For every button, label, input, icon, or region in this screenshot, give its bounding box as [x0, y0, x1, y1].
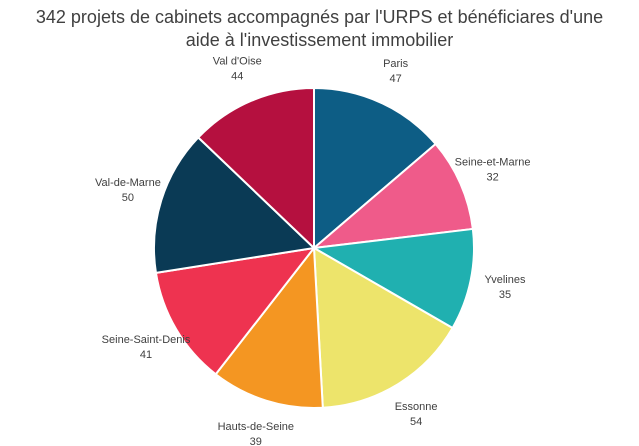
slice-label-paris: Paris: [383, 58, 409, 70]
slice-value-yvelines: 35: [499, 289, 511, 301]
chart-title: 342 projets de cabinets accompagnés par …: [0, 6, 639, 52]
slice-label-essonne: Essonne: [395, 401, 438, 413]
pie-slices: [153, 87, 475, 409]
pie-slice-val-d-oise: [197, 87, 315, 249]
chart-title-line-2: aide à l'investissement immobilier: [185, 30, 454, 50]
pie-slice-paris: [313, 87, 437, 249]
pie-slice-val-de-marne: [153, 136, 315, 274]
slice-label-hauts-de-seine: Hauts-de-Seine: [218, 421, 294, 433]
slice-label-seine-et-marne: Seine-et-Marne: [455, 157, 531, 169]
slice-value-hauts-de-seine: 39: [250, 436, 262, 446]
pie-slice-seine-et-marne: [313, 143, 474, 249]
pie-slice-hauts-de-seine: [214, 247, 324, 409]
pie-slice-seine-saint-denis: [154, 247, 315, 376]
pie-slice-yvelines: [313, 227, 475, 329]
slice-label-yvelines: Yvelines: [485, 274, 526, 286]
slice-value-seine-saint-denis: 41: [140, 349, 152, 361]
slice-label-seine-saint-denis: Seine-Saint-Denis: [102, 334, 191, 346]
slice-value-seine-et-marne: 32: [486, 172, 498, 184]
pie-labels: Paris 47 Seine-et-Marne 32 Yvelines 35 Essonne…: [95, 56, 531, 446]
slice-value-paris: 47: [389, 73, 401, 85]
slice-value-val-de-marne: 50: [122, 192, 134, 204]
slice-value-val-d-oise: 44: [231, 71, 243, 83]
slice-value-essonne: 54: [410, 416, 422, 428]
slice-label-val-d-oise: Val d'Oise: [213, 56, 262, 68]
chart-title-line-1: 342 projets de cabinets accompagnés par …: [35, 7, 604, 27]
pie-slice-essonne: [313, 247, 454, 409]
slice-label-val-de-marne: Val-de-Marne: [95, 177, 161, 189]
